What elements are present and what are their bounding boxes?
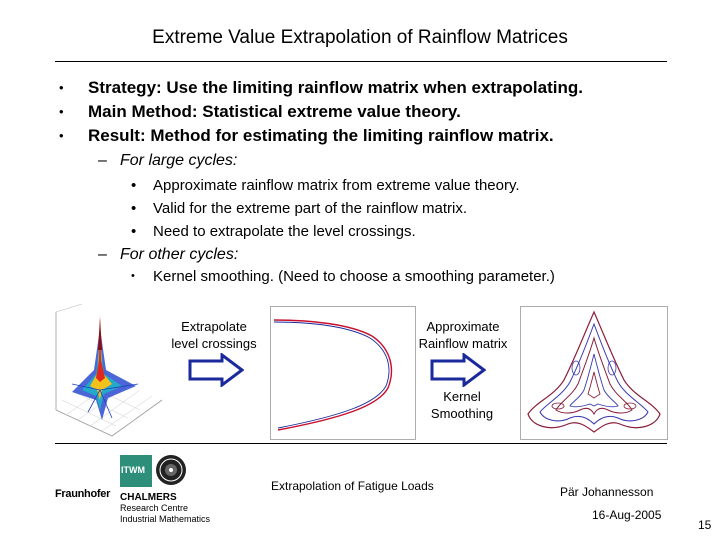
step-extrapolate-line2: level crossings — [171, 336, 257, 351]
right-arrow-icon — [188, 353, 244, 387]
sub-item-marker: • — [131, 223, 137, 240]
sub-item-marker: • — [131, 177, 137, 194]
level-crossings-plot — [270, 306, 416, 440]
dash-marker: – — [98, 246, 107, 263]
dash-marker: – — [98, 152, 107, 169]
step-kernel-label: Kernel Smoothing — [414, 388, 510, 422]
bullet-text: Strategy: Use the limiting rainflow matr… — [88, 78, 583, 97]
footer-author: Pär Johannesson — [560, 485, 654, 499]
footer-divider — [55, 443, 667, 444]
chalmers-logo-name: CHALMERS — [120, 492, 177, 503]
fraunhofer-logo: Fraunhofer — [55, 488, 111, 500]
step-extrapolate-line1: Extrapolate — [181, 319, 247, 334]
step-kernel-line1: Kernel — [443, 389, 481, 404]
title-divider — [55, 61, 667, 62]
smoothed-rainflow-contour-plot — [520, 306, 668, 440]
footer-date: 16-Aug-2005 — [592, 508, 662, 522]
slide-title: Extreme Value Extrapolation of Rainflow … — [152, 27, 568, 48]
step-extrapolate-label: Extrapolate level crossings — [158, 318, 270, 352]
sub-item-text: Kernel smoothing. (Need to choose a smoo… — [153, 268, 555, 285]
subheading-text: For other cycles: — [120, 246, 239, 263]
step-approximate-label: Approximate Rainflow matrix — [404, 318, 522, 352]
itwm-logo-text: ITWM — [121, 465, 145, 475]
bullet-marker: • — [59, 80, 64, 95]
right-arrow-icon — [430, 353, 486, 387]
sub-item-marker: • — [131, 200, 137, 217]
subheading-text: For large cycles: — [120, 152, 238, 169]
bullet-text: Result: Method for estimating the limiti… — [88, 126, 554, 145]
sub-item-text: Approximate rainflow matrix from extreme… — [153, 177, 520, 194]
page-number: 15 — [698, 518, 712, 532]
chalmers-logo-line2: Research Centre — [120, 503, 189, 513]
itwm-logo: ITWM — [120, 455, 152, 487]
rainflow-surface-plot — [55, 303, 163, 437]
step-approximate-line2: Rainflow matrix — [418, 336, 508, 351]
sub-item-marker: • — [131, 270, 135, 282]
chalmers-logo-line3: Industrial Mathematics — [120, 514, 211, 524]
bullet-marker: • — [59, 128, 64, 143]
step-kernel-line2: Smoothing — [430, 406, 494, 421]
sub-item-text: Need to extrapolate the level crossings. — [153, 223, 416, 240]
step-approximate-line1: Approximate — [426, 319, 500, 334]
bullet-marker: • — [59, 104, 64, 119]
sub-item-text: Valid for the extreme part of the rainfl… — [153, 200, 468, 217]
bullet-text: Main Method: Statistical extreme value t… — [88, 102, 461, 121]
footer-presentation-title: Extrapolation of Fatigue Loads — [271, 479, 434, 493]
university-seal-icon — [156, 455, 186, 485]
chalmers-logo: CHALMERS Research Centre Industrial Math… — [120, 492, 210, 525]
